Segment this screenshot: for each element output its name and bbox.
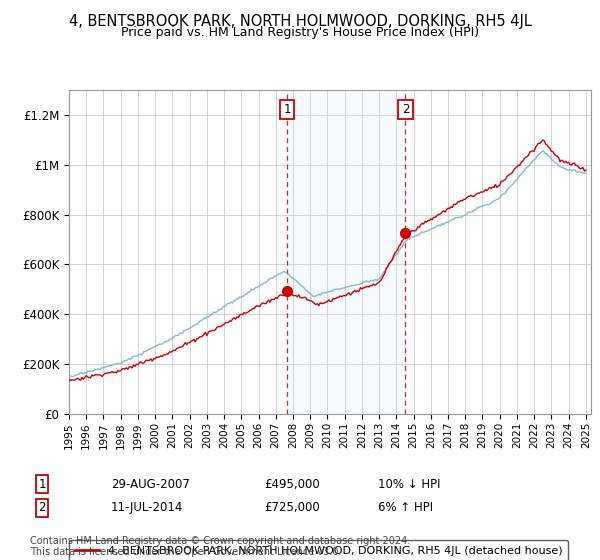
- Legend: 4, BENTSBROOK PARK, NORTH HOLMWOOD, DORKING, RH5 4JL (detached house), HPI: Aver: 4, BENTSBROOK PARK, NORTH HOLMWOOD, DORK…: [70, 540, 568, 560]
- Text: 29-AUG-2007: 29-AUG-2007: [111, 478, 190, 491]
- Text: 1: 1: [283, 103, 291, 116]
- Bar: [287, 90, 406, 414]
- Text: 2: 2: [38, 501, 46, 515]
- Text: Price paid vs. HM Land Registry's House Price Index (HPI): Price paid vs. HM Land Registry's House …: [121, 26, 479, 39]
- Text: 10% ↓ HPI: 10% ↓ HPI: [378, 478, 440, 491]
- Text: 11-JUL-2014: 11-JUL-2014: [111, 501, 184, 515]
- Text: 1: 1: [38, 478, 46, 491]
- Text: Contains HM Land Registry data © Crown copyright and database right 2024.
This d: Contains HM Land Registry data © Crown c…: [30, 535, 410, 557]
- Text: 2: 2: [402, 103, 409, 116]
- Text: 4, BENTSBROOK PARK, NORTH HOLMWOOD, DORKING, RH5 4JL: 4, BENTSBROOK PARK, NORTH HOLMWOOD, DORK…: [68, 14, 532, 29]
- Text: 6% ↑ HPI: 6% ↑ HPI: [378, 501, 433, 515]
- Text: £725,000: £725,000: [264, 501, 320, 515]
- Text: £495,000: £495,000: [264, 478, 320, 491]
